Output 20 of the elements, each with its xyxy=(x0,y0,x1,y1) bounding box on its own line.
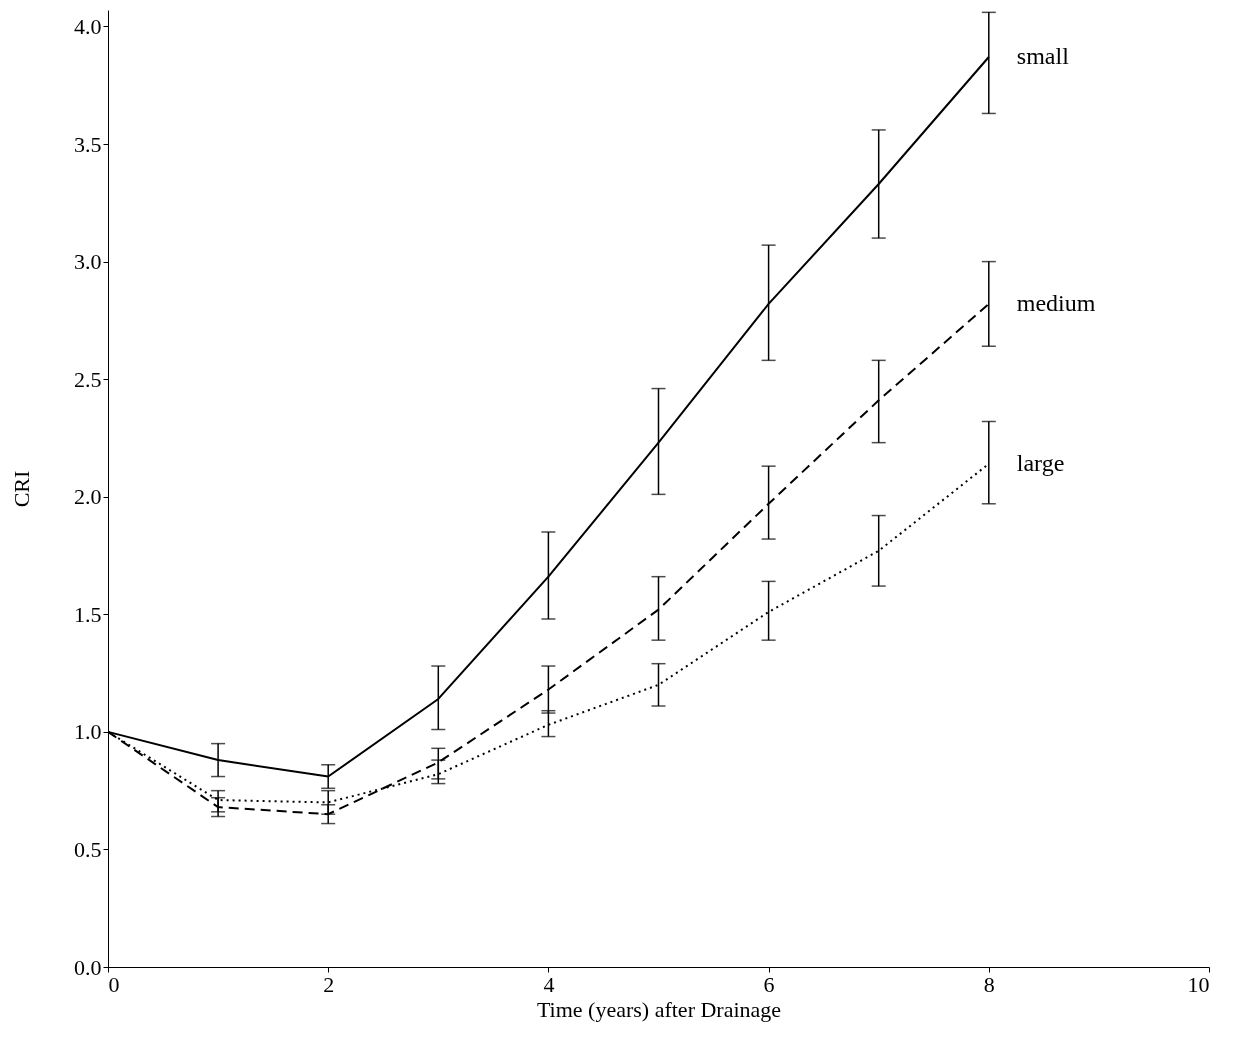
y-tick-label: 0.5 xyxy=(74,836,102,862)
x-tick-label: 10 xyxy=(1187,971,1210,997)
y-axis-title: CRI xyxy=(9,470,34,508)
y-tick-label: 3.0 xyxy=(74,249,102,275)
series-label: large xyxy=(1016,449,1065,476)
y-tick-label: 3.5 xyxy=(74,131,102,157)
y-tick-label: 2.5 xyxy=(74,366,102,392)
x-tick-label: 8 xyxy=(983,971,995,997)
y-tick-label: 4.0 xyxy=(74,13,102,39)
x-tick-label: 2 xyxy=(323,971,335,997)
x-tick-label: 0 xyxy=(108,971,120,997)
series-label: small xyxy=(1016,43,1070,70)
series-label: medium xyxy=(1016,289,1096,316)
y-tick-label: 2.0 xyxy=(74,484,102,510)
x-tick-label: 4 xyxy=(543,971,555,997)
y-tick-label: 0.0 xyxy=(74,954,102,980)
y-tick-label: 1.5 xyxy=(74,601,102,627)
x-axis-title: Time (years) after Drainage xyxy=(536,996,782,1022)
x-tick-label: 6 xyxy=(763,971,775,997)
y-tick-label: 1.0 xyxy=(74,719,102,745)
